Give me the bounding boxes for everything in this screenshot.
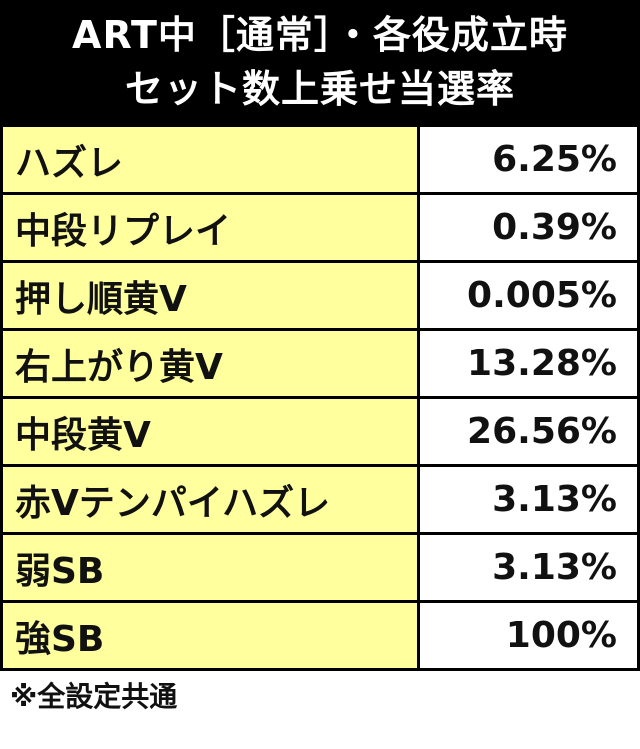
title-line: ART中［通常］・各役成立時 [72, 13, 568, 57]
rate-table: ハズレ 6.25% 中段リプレイ 0.39% 押し順黄V 0.005% 右上がり黄V 13.2… [0, 124, 640, 671]
table-row: 押し順黄V 0.005% [0, 260, 640, 331]
table-row: ハズレ 6.25% [0, 124, 640, 195]
rate-cell: 13.28% [417, 328, 640, 399]
rate-cell: 3.13% [417, 464, 640, 535]
table-row: 中段リプレイ 0.39% [0, 192, 640, 263]
rate-cell: 3.13% [417, 532, 640, 603]
role-cell: 押し順黄V [0, 260, 420, 331]
table-row: 右上がり黄V 13.28% [0, 328, 640, 399]
table-row: 弱SB 3.13% [0, 532, 640, 603]
table-row: 中段黄V 26.56% [0, 396, 640, 467]
role-cell: 強SB [0, 600, 420, 671]
rate-cell: 0.39% [417, 192, 640, 263]
table-row: 赤Vテンパイハズレ 3.13% [0, 464, 640, 535]
role-cell: 中段黄V [0, 396, 420, 467]
header: ART中［通常］・各役成立時 セット数上乗せ当選率 [0, 0, 640, 124]
role-cell: 赤Vテンパイハズレ [0, 464, 420, 535]
rate-cell: 26.56% [417, 396, 640, 467]
rate-cell: 6.25% [417, 124, 640, 195]
role-cell: 右上がり黄V [0, 328, 420, 399]
rate-cell: 100% [417, 600, 640, 671]
role-cell: 弱SB [0, 532, 420, 603]
role-cell: 中段リプレイ [0, 192, 420, 263]
table-row: 強SB 100% [0, 600, 640, 671]
title-line: セット数上乗せ当選率 [124, 67, 515, 111]
role-cell: ハズレ [0, 124, 420, 195]
rate-cell: 0.005% [417, 260, 640, 331]
footnote: ※全設定共通 [10, 680, 178, 713]
